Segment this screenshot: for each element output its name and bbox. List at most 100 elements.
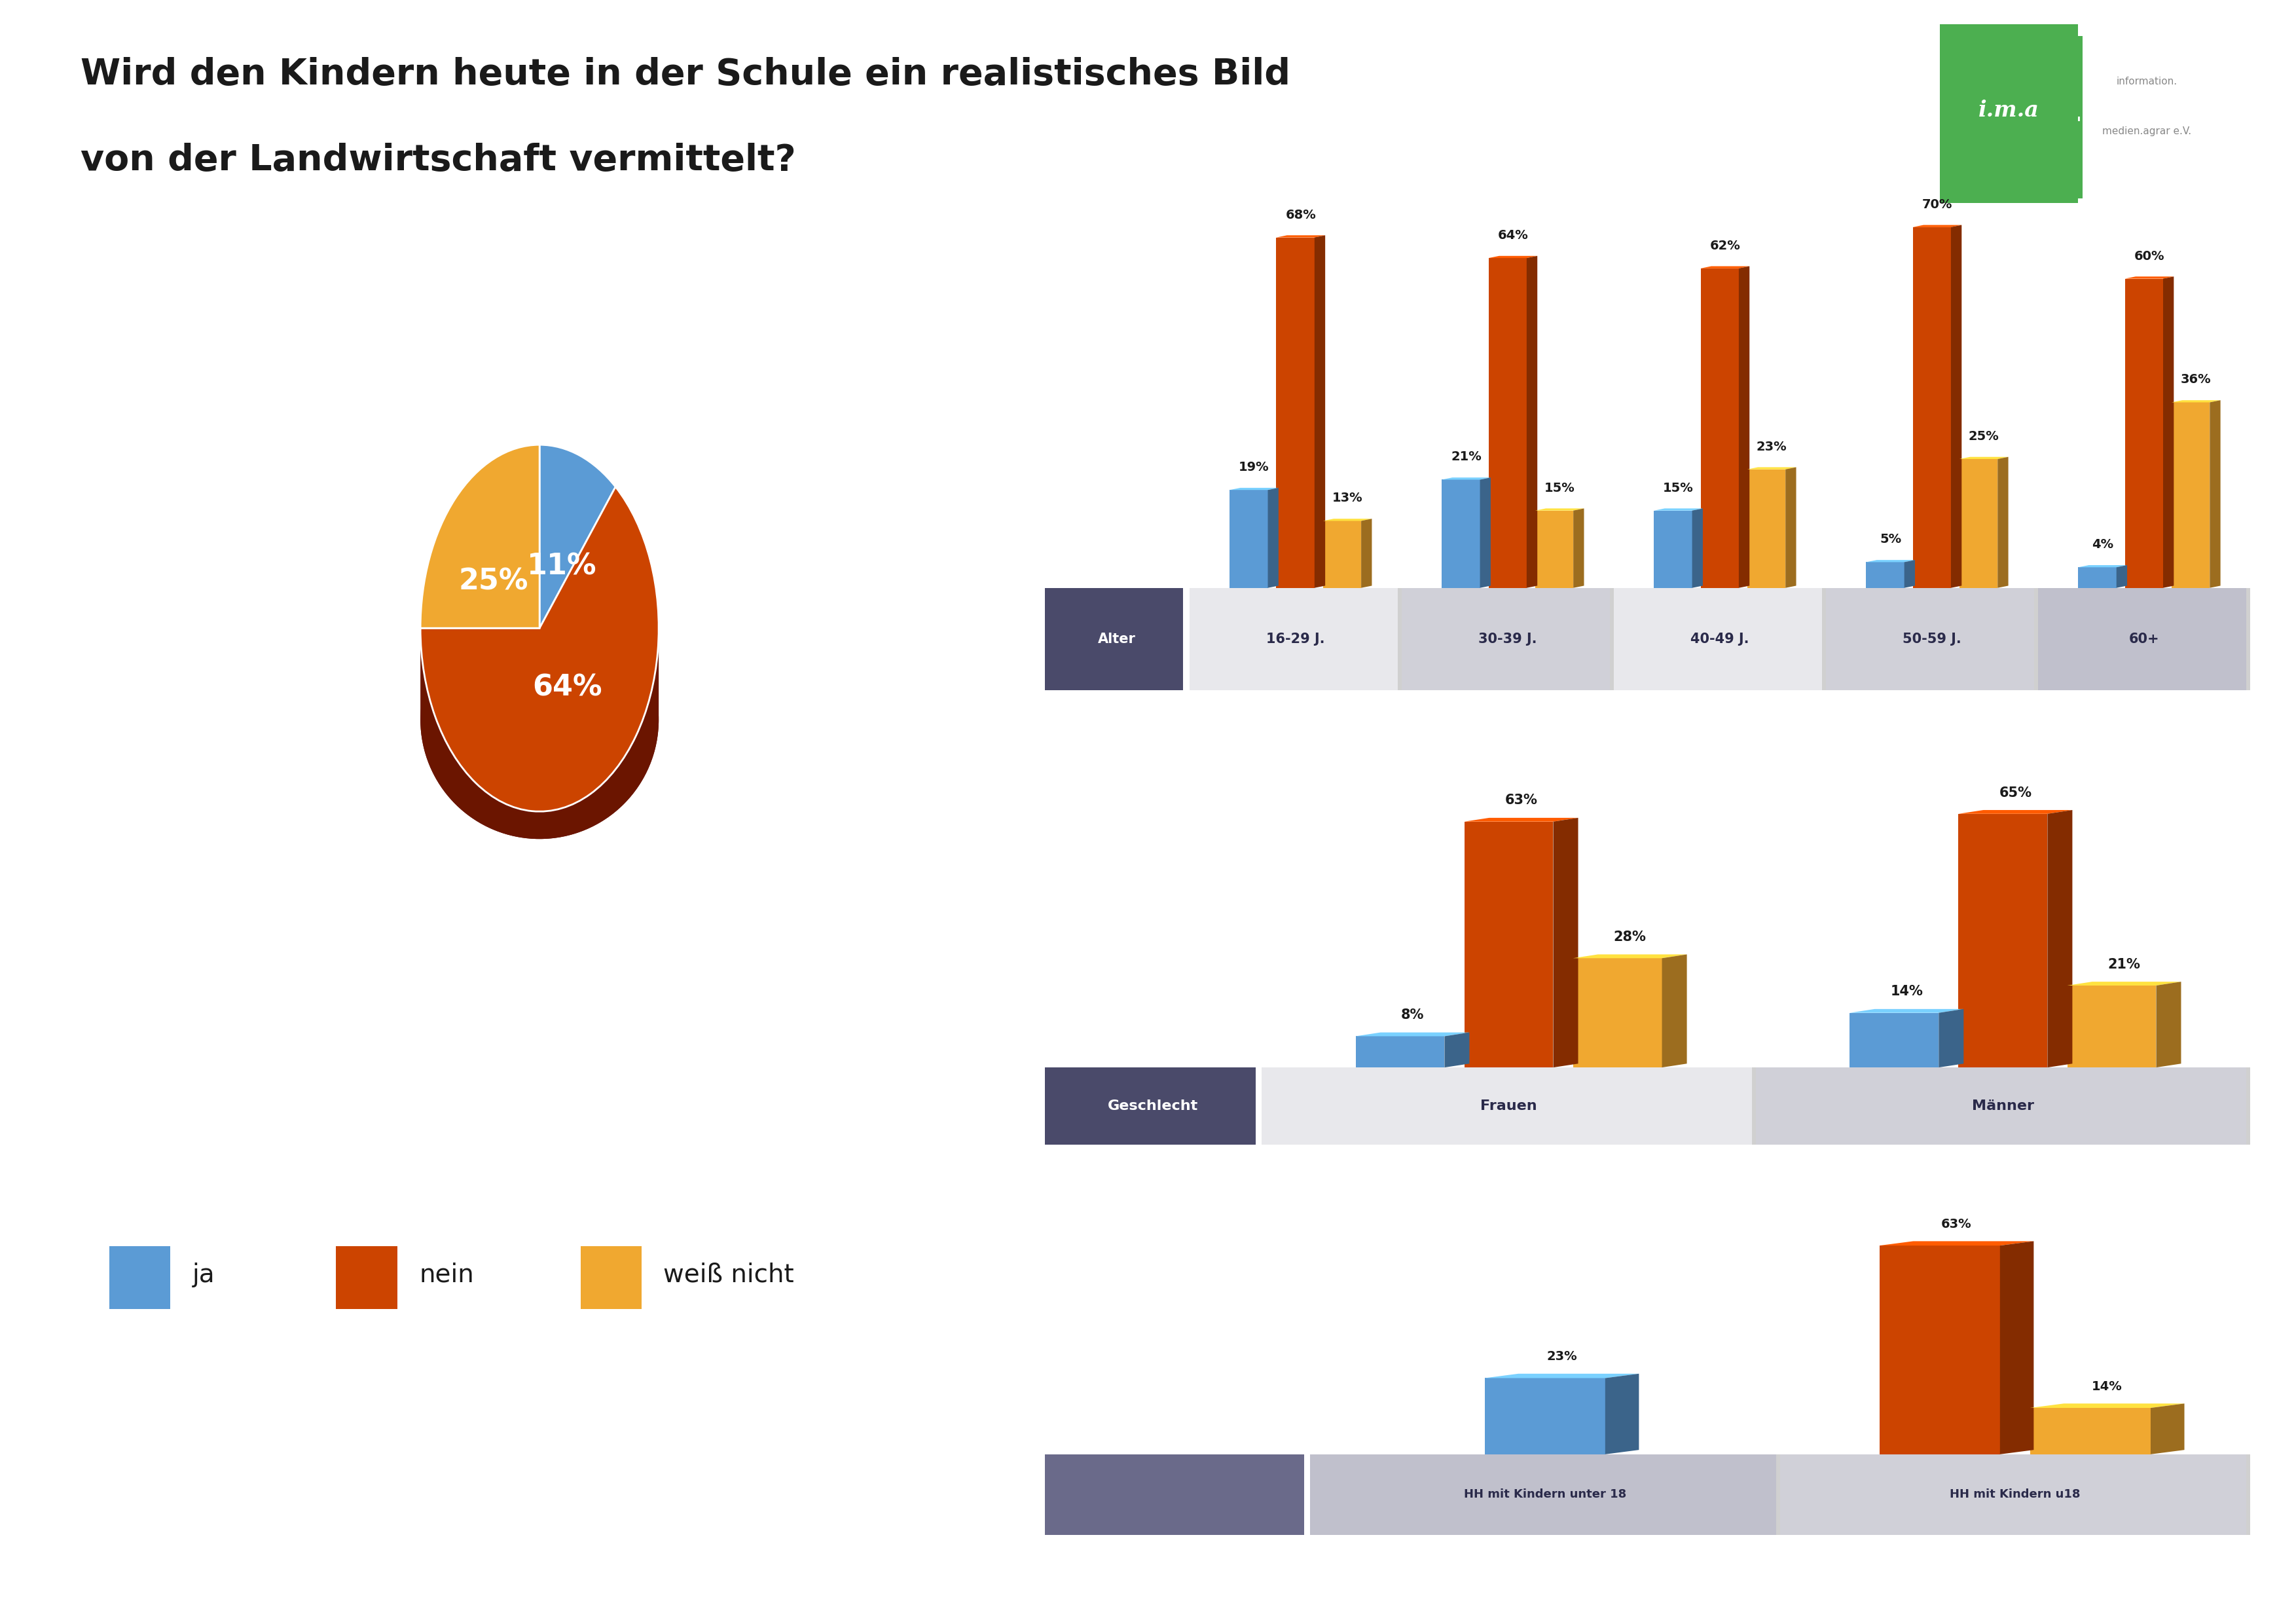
Polygon shape	[2030, 1403, 2183, 1408]
Text: 23%: 23%	[1756, 440, 1786, 453]
Text: 64%: 64%	[533, 674, 602, 702]
Bar	[1189, 588, 2250, 690]
Text: 60+: 60+	[2128, 632, 2158, 646]
Bar	[1747, 469, 1786, 588]
Text: 16-29 J.: 16-29 J.	[1265, 632, 1325, 646]
Text: 4%: 4%	[2092, 539, 2115, 551]
Bar	[581, 1247, 641, 1309]
Text: Geschlecht: Geschlecht	[1109, 1099, 1199, 1112]
Bar	[1851, 1013, 1938, 1067]
Polygon shape	[2209, 400, 2220, 588]
Polygon shape	[1958, 456, 2009, 460]
Bar	[2172, 403, 2209, 588]
Text: 28%: 28%	[1614, 931, 1646, 944]
Polygon shape	[1952, 226, 1961, 588]
Bar	[1263, 1067, 2250, 1145]
Text: information.: information.	[2117, 76, 2177, 86]
Bar	[1940, 24, 2078, 203]
Bar	[1277, 237, 1316, 588]
Polygon shape	[1662, 955, 1688, 1067]
Polygon shape	[1536, 508, 1584, 510]
Polygon shape	[1701, 266, 1750, 268]
Bar	[1536, 510, 1573, 588]
Bar	[2124, 279, 2163, 588]
Polygon shape	[1465, 818, 1577, 822]
Wedge shape	[540, 445, 615, 628]
Text: 63%: 63%	[1504, 794, 1538, 807]
Bar	[1653, 510, 1692, 588]
Polygon shape	[2163, 276, 2174, 588]
Polygon shape	[1913, 226, 1961, 227]
Text: Wird den Kindern heute in der Schule ein realistisches Bild: Wird den Kindern heute in der Schule ein…	[80, 57, 1290, 93]
Text: 62%: 62%	[1711, 240, 1740, 252]
Polygon shape	[1552, 818, 1577, 1067]
Text: weiß nicht: weiß nicht	[664, 1262, 794, 1288]
Polygon shape	[420, 628, 659, 840]
Text: 60%: 60%	[2133, 250, 2165, 263]
Text: medien.agrar e.V.: medien.agrar e.V.	[2103, 127, 2190, 136]
Polygon shape	[1486, 1374, 1639, 1379]
Bar	[2078, 567, 2117, 588]
Bar	[1486, 1379, 1605, 1455]
Bar	[1045, 588, 1182, 690]
Text: Alter: Alter	[1097, 632, 1137, 646]
Bar	[1045, 1455, 1304, 1535]
Bar	[1442, 479, 1481, 588]
Wedge shape	[420, 487, 659, 812]
Polygon shape	[2078, 565, 2126, 567]
Polygon shape	[1880, 1241, 2034, 1246]
Polygon shape	[2000, 1241, 2034, 1455]
Bar	[1867, 562, 1903, 588]
Polygon shape	[2124, 276, 2174, 279]
Text: m: m	[2046, 101, 2073, 127]
Text: Männer: Männer	[1972, 1099, 2034, 1112]
Bar	[1465, 822, 1552, 1067]
Text: 13%: 13%	[1332, 492, 1364, 505]
Text: 11%: 11%	[526, 552, 597, 580]
Polygon shape	[1481, 477, 1490, 588]
Polygon shape	[1851, 1009, 1963, 1013]
Text: von der Landwirtschaft vermittelt?: von der Landwirtschaft vermittelt?	[80, 143, 797, 179]
Bar	[1309, 1455, 2250, 1535]
Text: 5%: 5%	[1880, 533, 1901, 546]
Text: m: m	[2046, 101, 2073, 127]
Text: 40-49 J.: 40-49 J.	[1690, 632, 1750, 646]
Text: 68%: 68%	[1286, 208, 1316, 221]
Polygon shape	[1527, 257, 1538, 588]
Bar	[2039, 588, 2245, 690]
Polygon shape	[2151, 1403, 2183, 1455]
Text: ja: ja	[193, 1262, 216, 1288]
Bar	[110, 1247, 170, 1309]
Text: i: i	[2016, 101, 2025, 127]
Bar	[1322, 521, 1362, 588]
Bar	[1701, 268, 1738, 588]
Bar	[1825, 588, 2034, 690]
Polygon shape	[1738, 266, 1750, 588]
Polygon shape	[2172, 400, 2220, 403]
Polygon shape	[1653, 508, 1704, 510]
Polygon shape	[1903, 560, 1915, 588]
Ellipse shape	[420, 601, 659, 840]
Polygon shape	[1444, 1033, 1469, 1067]
Bar	[1355, 1036, 1444, 1067]
Text: 64%: 64%	[1497, 229, 1529, 242]
Bar	[335, 1247, 397, 1309]
Polygon shape	[1231, 487, 1279, 490]
Text: 15%: 15%	[1662, 482, 1694, 494]
Polygon shape	[1355, 1033, 1469, 1036]
Bar	[1045, 1067, 1256, 1145]
Polygon shape	[1322, 518, 1373, 521]
Polygon shape	[2156, 981, 2181, 1067]
Text: i.m.a: i.m.a	[1979, 99, 2039, 120]
Text: 14%: 14%	[1890, 986, 1924, 999]
Polygon shape	[1867, 560, 1915, 562]
Text: 25%: 25%	[1968, 430, 2000, 443]
Polygon shape	[1573, 955, 1688, 958]
Bar	[1231, 490, 1267, 588]
Text: 14%: 14%	[2092, 1380, 2122, 1392]
Polygon shape	[1786, 468, 1795, 588]
Bar	[1401, 588, 1609, 690]
Bar	[1958, 460, 1998, 588]
Text: 19%: 19%	[1240, 461, 1270, 474]
Polygon shape	[1362, 518, 1373, 588]
